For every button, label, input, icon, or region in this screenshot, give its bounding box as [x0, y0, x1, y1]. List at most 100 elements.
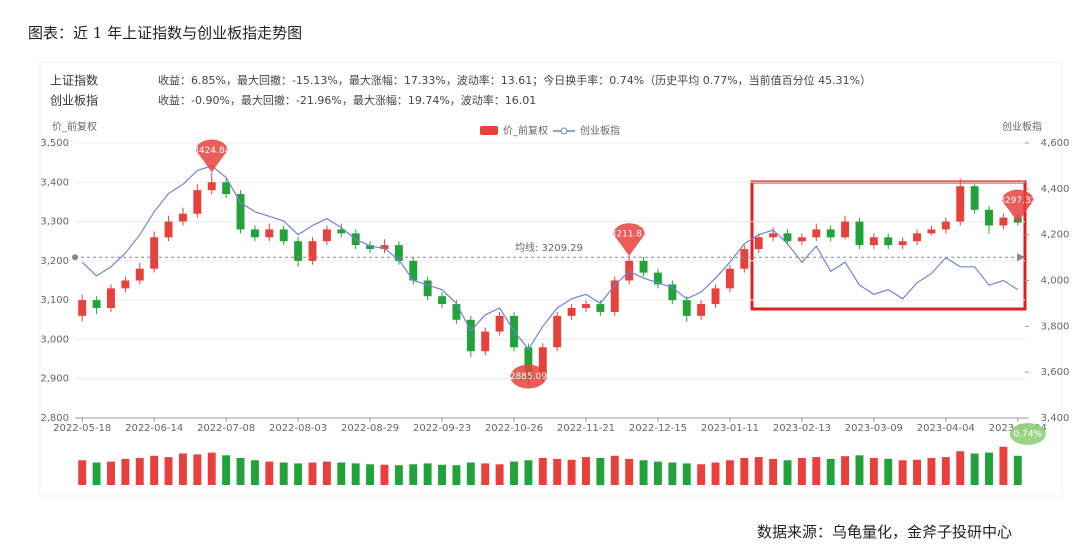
volume-bar: [711, 462, 720, 485]
candle-body: [279, 229, 288, 242]
y2-tick-label: 4,000: [1041, 276, 1070, 287]
y-tick-label: 2,900: [40, 374, 69, 385]
volume-bar: [495, 464, 504, 485]
volume-bar: [164, 457, 173, 485]
candle-body: [438, 296, 447, 305]
x-tick-label: 2023-04-04: [917, 423, 975, 434]
candle-body: [898, 241, 907, 246]
candle-body: [481, 331, 490, 352]
y2-tick-label: 3,400: [1041, 413, 1070, 424]
candle-body: [869, 237, 878, 246]
candle-body: [394, 245, 403, 261]
volume-bar: [769, 458, 778, 485]
candle-body: [150, 237, 159, 269]
marker-label: 2885.09: [510, 372, 547, 382]
candle-body: [178, 213, 187, 222]
volume-bar: [941, 457, 950, 485]
candle-body: [884, 237, 893, 246]
volume-bar: [222, 455, 231, 485]
candle-body: [567, 308, 576, 316]
candle-body: [725, 268, 734, 289]
candle-body: [78, 300, 87, 316]
stats-name: 上证指数: [50, 73, 98, 88]
candle-body: [236, 194, 245, 230]
volume-bar: [697, 464, 706, 485]
volume-bar: [524, 460, 533, 485]
candle-body: [452, 304, 461, 320]
candle-body: [466, 319, 475, 352]
candle-body: [553, 315, 562, 348]
candle-body: [999, 217, 1008, 226]
volume-bar: [351, 463, 360, 485]
x-tick-label: 2022-11-21: [557, 423, 615, 434]
volume-bar: [322, 461, 331, 485]
volume-bar: [682, 463, 691, 485]
x-tick-label: 2023-03-09: [845, 423, 903, 434]
volume-bar: [107, 461, 115, 485]
x-tick-label: 2022-08-03: [269, 423, 327, 434]
volume-bar: [438, 464, 447, 485]
marker-pin: [613, 223, 646, 257]
volume-bar: [366, 464, 375, 485]
candle-body: [783, 233, 792, 242]
x-tick-label: 2022-12-15: [629, 423, 687, 434]
candle-body: [308, 241, 317, 261]
candle-body: [913, 233, 922, 242]
candle-body: [538, 347, 547, 379]
candle-body: [337, 229, 346, 234]
turnover-pin: [1009, 423, 1046, 445]
average-start: [72, 254, 78, 261]
stats-name: 创业板指: [50, 93, 98, 108]
candle-body: [582, 304, 590, 308]
legend-swatch: [560, 127, 568, 135]
candle-body: [826, 229, 835, 238]
candle-body: [121, 280, 130, 289]
volume-bar: [337, 462, 346, 485]
volume-bar: [279, 462, 288, 485]
legend-label: 创业板指: [580, 124, 620, 137]
candle-body: [812, 229, 821, 238]
y-tick-label: 3,300: [40, 217, 69, 228]
x-tick-label: 2022-06-14: [125, 423, 183, 434]
legend-label: 价_前复权: [503, 124, 548, 137]
candle-body: [596, 304, 605, 312]
marker-pin: [510, 364, 547, 389]
y-tick-label: 2,800: [40, 413, 69, 424]
candle-body: [164, 221, 173, 238]
panel: [39, 61, 1063, 497]
y2-tick-label: 3,800: [1041, 321, 1070, 332]
candle-body: [294, 241, 303, 261]
volume-bar: [797, 458, 806, 485]
candle-body: [740, 249, 749, 269]
volume-bar: [625, 458, 634, 485]
marker-label: 3297.32: [999, 196, 1036, 206]
candle-body: [107, 288, 115, 308]
candle-body: [409, 260, 418, 281]
legend-swatch: [480, 126, 498, 135]
volume-bar: [92, 462, 101, 485]
volume-bar: [668, 462, 677, 485]
candle-body: [653, 272, 662, 285]
candle-body: [265, 229, 274, 238]
volume-bar: [725, 460, 734, 485]
volume-bar: [538, 458, 547, 485]
volume-bar: [884, 458, 893, 485]
volume-bar: [294, 463, 303, 485]
candle-body: [841, 221, 850, 238]
candle-body: [610, 280, 619, 312]
volume-bar: [754, 457, 763, 485]
x-tick-label: 2023-01-11: [701, 423, 759, 434]
x-tick-label: 2022-07-08: [197, 423, 255, 434]
marker-label: 3211.81: [611, 230, 648, 240]
volume-bar: [956, 451, 965, 485]
x-tick-label: 2022-08-29: [341, 423, 399, 434]
volume-bar: [265, 461, 274, 485]
stats-text: 收益：-0.90%，最大回撤：-21.96%，最大涨幅：19.74%，波动率：1…: [158, 93, 536, 107]
volume-bar: [207, 452, 216, 485]
candle-body: [797, 237, 806, 242]
y-tick-label: 3,200: [40, 256, 69, 267]
marker-pin: [195, 139, 228, 173]
volume-bar: [236, 458, 245, 485]
volume-bar: [927, 458, 936, 485]
candle-body: [985, 209, 993, 226]
